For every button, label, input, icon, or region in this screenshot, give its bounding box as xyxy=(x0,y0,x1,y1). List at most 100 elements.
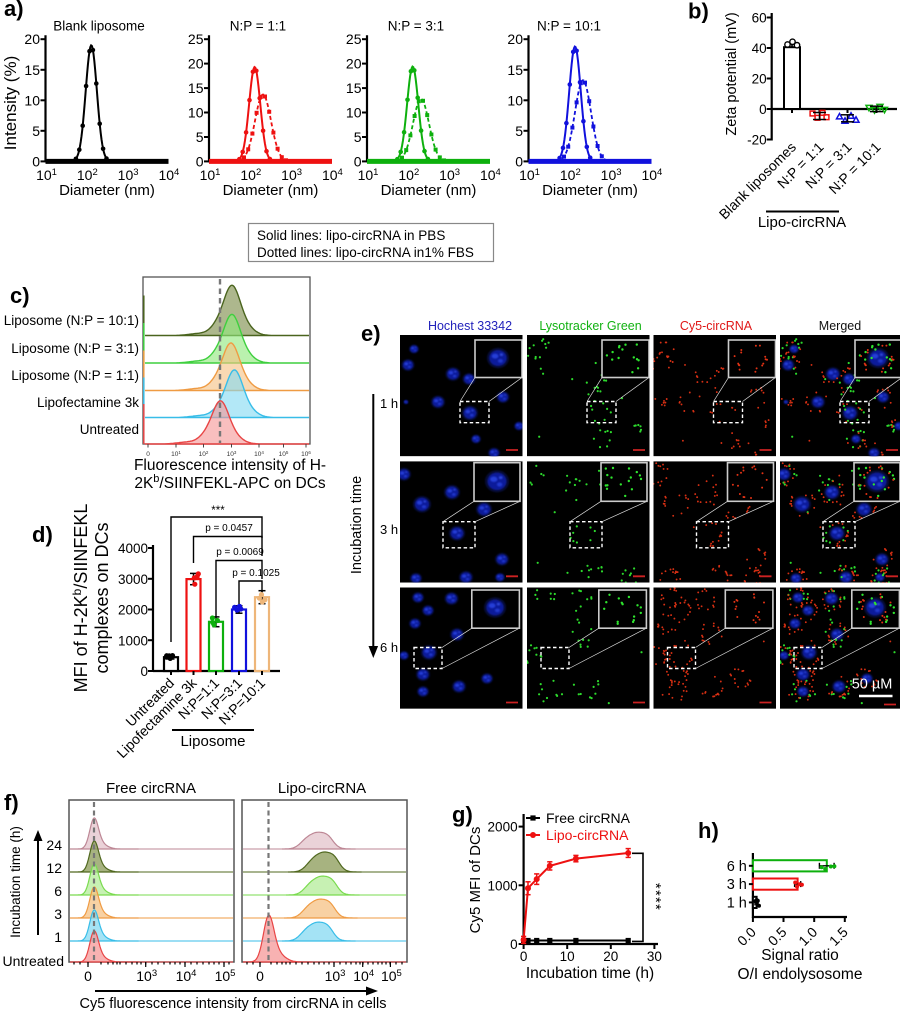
svg-text:101: 101 xyxy=(200,167,221,183)
svg-text:h): h) xyxy=(698,818,719,843)
svg-text:2Kb/SIINFEKL-APC on DCs: 2Kb/SIINFEKL-APC on DCs xyxy=(134,473,326,492)
svg-text:40: 40 xyxy=(752,41,767,56)
svg-text:6: 6 xyxy=(54,883,62,899)
svg-text:101: 101 xyxy=(519,167,540,183)
svg-text:103: 103 xyxy=(281,167,302,183)
svg-text:60: 60 xyxy=(752,10,767,25)
svg-text:1: 1 xyxy=(54,929,62,945)
svg-text:3: 3 xyxy=(54,906,62,922)
svg-text:10: 10 xyxy=(346,105,362,121)
svg-text:Free circRNA: Free circRNA xyxy=(106,780,196,797)
svg-text:Lipofectamine 3k: Lipofectamine 3k xyxy=(37,395,139,410)
svg-text:102: 102 xyxy=(398,167,419,183)
svg-text:Lysotracker Green: Lysotracker Green xyxy=(539,319,641,333)
svg-text:Hochest 33342: Hochest 33342 xyxy=(428,319,512,333)
svg-text:10: 10 xyxy=(24,92,40,108)
svg-text:p = 0.1025: p = 0.1025 xyxy=(232,568,280,579)
svg-text:Diameter (nm): Diameter (nm) xyxy=(542,182,638,199)
svg-text:102: 102 xyxy=(77,167,98,183)
svg-text:-20: -20 xyxy=(747,132,767,147)
svg-text:20: 20 xyxy=(603,949,618,964)
svg-text:15: 15 xyxy=(24,62,40,78)
svg-text:10: 10 xyxy=(507,92,523,108)
svg-text:c): c) xyxy=(10,283,30,308)
svg-text:105: 105 xyxy=(381,968,402,984)
svg-text:15: 15 xyxy=(346,80,362,96)
svg-text:Incubation time (h): Incubation time (h) xyxy=(526,965,654,982)
svg-text:f): f) xyxy=(4,790,19,815)
svg-text:N:P = 3:1: N:P = 3:1 xyxy=(388,19,444,34)
svg-text:Diameter (nm): Diameter (nm) xyxy=(59,182,155,199)
svg-text:10: 10 xyxy=(188,105,204,121)
svg-text:0: 0 xyxy=(520,949,528,964)
svg-text:p = 0.0457: p = 0.0457 xyxy=(205,523,253,534)
svg-text:Solid lines: lipo-circRNA in P: Solid lines: lipo-circRNA in PBS xyxy=(257,228,445,243)
svg-text:b): b) xyxy=(688,0,709,24)
svg-text:106: 106 xyxy=(301,450,311,458)
svg-text:5: 5 xyxy=(196,129,204,145)
svg-text:2000: 2000 xyxy=(118,603,148,618)
svg-text:25: 25 xyxy=(188,31,204,47)
svg-text:3000: 3000 xyxy=(118,572,148,587)
svg-text:0: 0 xyxy=(84,968,92,984)
svg-text:Dotted lines: lipo-circRNA in1: Dotted lines: lipo-circRNA in1% FBS xyxy=(257,245,474,260)
svg-text:MFI of H-2Kb/SIINFEKL: MFI of H-2Kb/SIINFEKL xyxy=(70,504,91,693)
svg-text:15: 15 xyxy=(507,62,523,78)
svg-text:Free circRNA: Free circRNA xyxy=(546,810,631,826)
svg-text:104: 104 xyxy=(480,167,501,183)
svg-text:Blank liposome: Blank liposome xyxy=(53,19,145,34)
svg-text:105: 105 xyxy=(279,450,289,458)
svg-text:25: 25 xyxy=(346,31,362,47)
svg-text:1 h: 1 h xyxy=(727,895,747,911)
svg-text:101: 101 xyxy=(36,167,57,183)
svg-text:complexes on DCs: complexes on DCs xyxy=(92,522,112,673)
svg-text:g): g) xyxy=(452,802,473,827)
svg-text:5: 5 xyxy=(354,129,362,145)
svg-text:12: 12 xyxy=(46,860,62,876)
svg-text:0: 0 xyxy=(510,937,518,952)
svg-text:0: 0 xyxy=(354,153,362,169)
svg-text:0.0: 0.0 xyxy=(734,924,759,949)
svg-text:24: 24 xyxy=(46,837,62,853)
svg-text:Diameter (nm): Diameter (nm) xyxy=(381,182,477,199)
svg-text:1.5: 1.5 xyxy=(826,924,851,949)
svg-text:20: 20 xyxy=(24,31,40,47)
svg-text:***: *** xyxy=(211,505,225,517)
svg-text:N:P = 1:1: N:P = 1:1 xyxy=(230,19,286,34)
svg-text:1 h: 1 h xyxy=(380,396,398,411)
svg-text:****: **** xyxy=(647,883,664,911)
svg-text:Lipo-circRNA: Lipo-circRNA xyxy=(546,827,629,843)
svg-text:Signal ratio: Signal ratio xyxy=(761,947,839,964)
svg-text:10: 10 xyxy=(560,949,575,964)
svg-text:Cy5 fluorescence intensity fro: Cy5 fluorescence intensity from circRNA … xyxy=(79,996,386,1012)
svg-text:d): d) xyxy=(32,522,53,547)
svg-text:1000: 1000 xyxy=(488,878,518,893)
svg-text:30: 30 xyxy=(647,949,662,964)
svg-text:Liposome (N:P = 1:1): Liposome (N:P = 1:1) xyxy=(11,368,139,383)
svg-text:104: 104 xyxy=(176,968,197,984)
svg-text:Liposome (N:P = 10:1): Liposome (N:P = 10:1) xyxy=(4,313,139,328)
svg-text:Diameter (nm): Diameter (nm) xyxy=(223,182,319,199)
svg-text:Cy5-circRNA: Cy5-circRNA xyxy=(680,319,753,333)
svg-text:101: 101 xyxy=(171,450,181,458)
svg-text:102: 102 xyxy=(560,167,581,183)
svg-text:0: 0 xyxy=(759,102,767,117)
svg-text:Intensity (%): Intensity (%) xyxy=(1,56,20,150)
svg-text:Liposome (N:P = 3:1): Liposome (N:P = 3:1) xyxy=(11,341,139,356)
svg-text:3 h: 3 h xyxy=(727,877,747,893)
svg-text:Lipo-circRNA: Lipo-circRNA xyxy=(758,214,846,231)
svg-text:a): a) xyxy=(4,0,24,21)
svg-text:Liposome: Liposome xyxy=(180,733,245,750)
svg-text:103: 103 xyxy=(325,968,346,984)
svg-text:105: 105 xyxy=(215,968,236,984)
svg-text:104: 104 xyxy=(641,167,662,183)
svg-text:0: 0 xyxy=(140,664,148,679)
svg-text:103: 103 xyxy=(439,167,460,183)
svg-text:5: 5 xyxy=(515,123,523,139)
svg-text:50 µM: 50 µM xyxy=(852,677,893,693)
svg-text:103: 103 xyxy=(118,167,139,183)
svg-text:103: 103 xyxy=(227,450,237,458)
svg-text:p = 0.0069: p = 0.0069 xyxy=(216,547,264,558)
svg-text:5: 5 xyxy=(32,123,40,139)
svg-text:104: 104 xyxy=(322,167,343,183)
